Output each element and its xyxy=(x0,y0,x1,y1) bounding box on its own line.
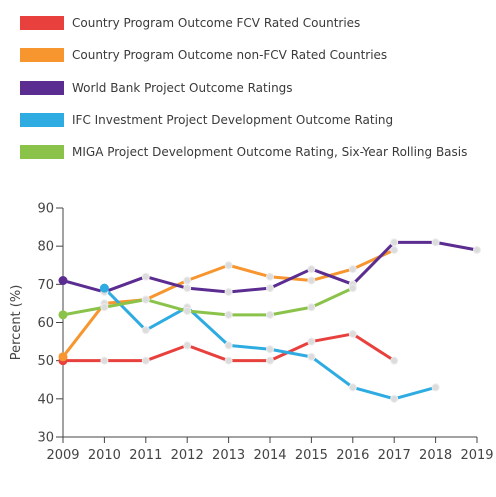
data-point xyxy=(348,329,357,338)
data-point xyxy=(141,356,150,365)
series-line xyxy=(102,286,438,401)
legend-item: Country Program Outcome non-FCV Rated Co… xyxy=(20,47,387,63)
data-point xyxy=(348,383,357,392)
chart-axes xyxy=(56,207,478,443)
x-tick-label: 2014 xyxy=(253,448,286,463)
x-tick-label: 2013 xyxy=(212,448,245,463)
data-point xyxy=(58,310,68,320)
y-axis-label: Percent (%) xyxy=(9,285,24,361)
series-line xyxy=(61,286,355,317)
data-point xyxy=(141,272,150,281)
data-point xyxy=(183,284,192,293)
x-tick-label: 2010 xyxy=(88,448,121,463)
data-point xyxy=(307,276,316,285)
legend-swatch xyxy=(20,48,64,62)
axis-labels: 30 40 50 60 70 80 90 2009 2010 2011 2012 2013 2014 20… xyxy=(9,202,494,464)
data-point xyxy=(266,356,274,365)
data-point xyxy=(224,356,233,365)
legend-swatch xyxy=(20,81,64,95)
y-tick-label: 60 xyxy=(37,316,54,331)
data-point xyxy=(141,295,150,304)
x-tick-label: 2009 xyxy=(46,448,79,463)
legend-swatch xyxy=(20,113,64,127)
data-point xyxy=(100,303,109,312)
y-tick-label: 40 xyxy=(37,392,54,407)
data-point xyxy=(266,345,274,354)
legend-label: Country Program Outcome non-FCV Rated Co… xyxy=(72,48,388,62)
legend-item: Country Program Outcome FCV Rated Countr… xyxy=(20,15,360,31)
data-point xyxy=(266,284,274,293)
data-point xyxy=(183,307,192,316)
y-tick-label: 80 xyxy=(37,240,54,255)
x-tick-label: 2019 xyxy=(460,448,493,463)
data-point xyxy=(307,303,316,312)
data-point xyxy=(348,265,357,274)
data-point xyxy=(58,276,68,286)
legend-item: World Bank Project Outcome Ratings xyxy=(20,80,293,96)
data-point xyxy=(266,310,274,319)
legend-label: IFC Investment Project Development Outco… xyxy=(72,113,394,127)
data-point xyxy=(99,283,109,293)
data-point xyxy=(224,341,233,350)
x-tick-label: 2012 xyxy=(171,448,204,463)
x-tick-label: 2016 xyxy=(336,448,369,463)
y-tick-label: 30 xyxy=(37,431,54,446)
y-tick-label: 90 xyxy=(37,202,54,217)
data-point xyxy=(224,261,233,270)
legend-item: IFC Investment Project Development Outco… xyxy=(20,112,393,128)
data-point xyxy=(183,341,192,350)
data-point xyxy=(183,276,192,285)
data-point xyxy=(141,326,150,335)
data-point xyxy=(307,337,316,346)
x-tick-label: 2018 xyxy=(419,448,452,463)
legend-label: Country Program Outcome FCV Rated Countr… xyxy=(72,16,361,30)
data-point xyxy=(473,245,481,254)
x-tick-label: 2017 xyxy=(378,448,411,463)
data-point xyxy=(348,284,357,293)
data-point xyxy=(224,310,233,319)
data-point xyxy=(307,265,316,274)
x-tick-label: 2015 xyxy=(295,448,328,463)
data-point xyxy=(58,352,68,362)
data-point xyxy=(390,238,399,247)
x-tick-label: 2011 xyxy=(129,448,162,463)
data-point xyxy=(431,238,440,247)
series-points xyxy=(58,238,481,403)
legend-item: MIGA Project Development Outcome Rating,… xyxy=(20,144,467,160)
y-tick-label: 50 xyxy=(37,354,54,369)
data-point xyxy=(266,272,274,281)
legend-label: MIGA Project Development Outcome Rating,… xyxy=(72,145,468,159)
data-point xyxy=(390,394,399,403)
legend-swatch xyxy=(20,16,64,30)
y-tick-label: 70 xyxy=(37,278,54,293)
data-point xyxy=(390,245,399,254)
series-lines xyxy=(61,240,479,401)
legend-swatch xyxy=(20,145,64,159)
data-point xyxy=(390,356,399,365)
legend-label: World Bank Project Outcome Ratings xyxy=(72,81,293,95)
data-point xyxy=(307,352,316,361)
data-point xyxy=(431,383,440,392)
data-point xyxy=(100,356,109,365)
data-point xyxy=(224,287,233,296)
